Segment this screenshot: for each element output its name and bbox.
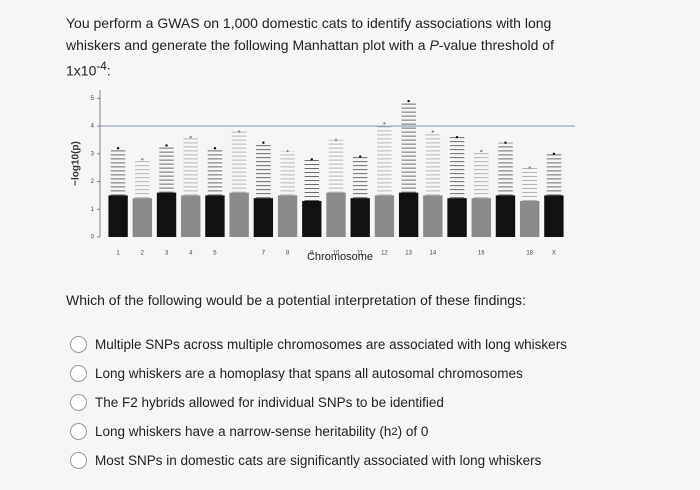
- snp-block: [181, 195, 201, 237]
- snp-block: [374, 195, 395, 237]
- snp-block: [302, 200, 322, 237]
- x-tick-label: X: [552, 251, 556, 257]
- peak-snp: [480, 149, 483, 153]
- x-tick-label: 2: [141, 251, 145, 257]
- x-tick-label: 7: [262, 251, 266, 257]
- peak-snp: [237, 130, 241, 133]
- x-tick-label: 11: [357, 251, 364, 257]
- option[interactable]: Most SNPs in domestic cats are significa…: [70, 446, 567, 475]
- x-tick-label: 5: [213, 251, 217, 257]
- question-text: -4: [96, 60, 107, 73]
- question-text: -value threshold of 1x10: [66, 37, 554, 79]
- x-tick-label: 18: [526, 251, 533, 257]
- y-axis-label: −log10(p): [71, 141, 82, 186]
- peak-snp: [383, 122, 386, 125]
- options: Multiple SNPs across multiple chromosome…: [70, 330, 567, 475]
- prompt: Which of the following would be a potent…: [66, 292, 526, 308]
- snp-block: [423, 195, 443, 237]
- option[interactable]: Multiple SNPs across multiple chromosome…: [70, 330, 567, 359]
- snp-block: [520, 200, 540, 237]
- x-tick-label: 1: [116, 251, 120, 257]
- y-tick-label: 4: [91, 124, 95, 130]
- snp-block: [277, 195, 298, 237]
- y-tick-label: 2: [91, 179, 95, 185]
- x-tick-label: 8: [286, 251, 290, 257]
- snp-block: [471, 198, 491, 237]
- peak-snp: [262, 141, 265, 144]
- x-axis-label: Chromosome: [307, 251, 373, 263]
- option-text: The F2 hybrids allowed for individual SN…: [95, 395, 444, 410]
- snp-block: [544, 195, 564, 237]
- snp-block: [108, 195, 128, 237]
- question-text: You perform a GWAS on 1,000 domestic cat…: [66, 15, 552, 53]
- question: You perform a GWAS on 1,000 domestic cat…: [66, 12, 576, 82]
- x-tick-label: 13: [405, 251, 412, 257]
- option-text: Long whiskers are a homoplasy that spans…: [95, 366, 523, 381]
- question-text: :: [106, 62, 111, 79]
- snp-block: [205, 195, 225, 237]
- peak-snp: [359, 155, 362, 158]
- peak-snp: [528, 166, 531, 169]
- x-tick-label: 3: [165, 251, 169, 257]
- snp-block: [447, 198, 467, 237]
- snp-block: [326, 192, 346, 237]
- option[interactable]: Long whiskers are a homoplasy that spans…: [70, 359, 567, 388]
- x-tick-label: 14: [429, 251, 436, 257]
- option-text: Multiple SNPs across multiple chromosome…: [95, 337, 567, 352]
- radio-button[interactable]: [70, 452, 87, 469]
- radio-button[interactable]: [70, 336, 87, 353]
- peak-snp: [286, 149, 289, 153]
- peak-snp: [141, 158, 144, 161]
- y-tick-label: 0: [91, 235, 95, 241]
- peak-snp: [189, 135, 192, 139]
- peak-snp: [407, 99, 410, 103]
- option-text: ) of 0: [397, 424, 429, 439]
- option[interactable]: The F2 hybrids allowed for individual SN…: [70, 388, 567, 417]
- peak-snp: [455, 135, 459, 139]
- x-tick-label: 10: [333, 251, 340, 257]
- option[interactable]: Long whiskers have a narrow-sense herita…: [70, 417, 567, 446]
- y-tick-label: 1: [91, 207, 95, 213]
- peak-snp: [213, 147, 217, 150]
- peak-snp: [165, 144, 168, 147]
- peak-snp: [310, 158, 313, 161]
- x-tick-label: 4: [189, 251, 193, 257]
- snp-block: [398, 192, 419, 237]
- snp-block: [156, 192, 177, 237]
- snp-block: [229, 192, 249, 237]
- radio-button[interactable]: [70, 423, 87, 440]
- peak-snp: [334, 138, 338, 142]
- peak-snp: [552, 152, 556, 155]
- x-tick-label: 9: [310, 251, 314, 257]
- option-text: 2: [391, 425, 398, 438]
- snp-block: [253, 198, 274, 237]
- snp-block: [350, 198, 370, 237]
- x-tick-label: 12: [381, 251, 388, 257]
- x-tick-label: 16: [478, 251, 485, 257]
- radio-button[interactable]: [70, 394, 87, 411]
- option-text: Long whiskers have a narrow-sense herita…: [95, 424, 392, 439]
- option-text: Most SNPs in domestic cats are significa…: [95, 453, 542, 468]
- radio-button[interactable]: [70, 365, 87, 382]
- peak-snp: [116, 147, 120, 150]
- snp-block: [132, 198, 152, 237]
- question-text: P: [429, 37, 439, 53]
- y-tick-label: 3: [91, 151, 95, 157]
- peak-snp: [431, 130, 435, 133]
- y-tick-label: 5: [91, 96, 95, 102]
- peak-snp: [504, 141, 507, 144]
- snp-block: [495, 195, 516, 237]
